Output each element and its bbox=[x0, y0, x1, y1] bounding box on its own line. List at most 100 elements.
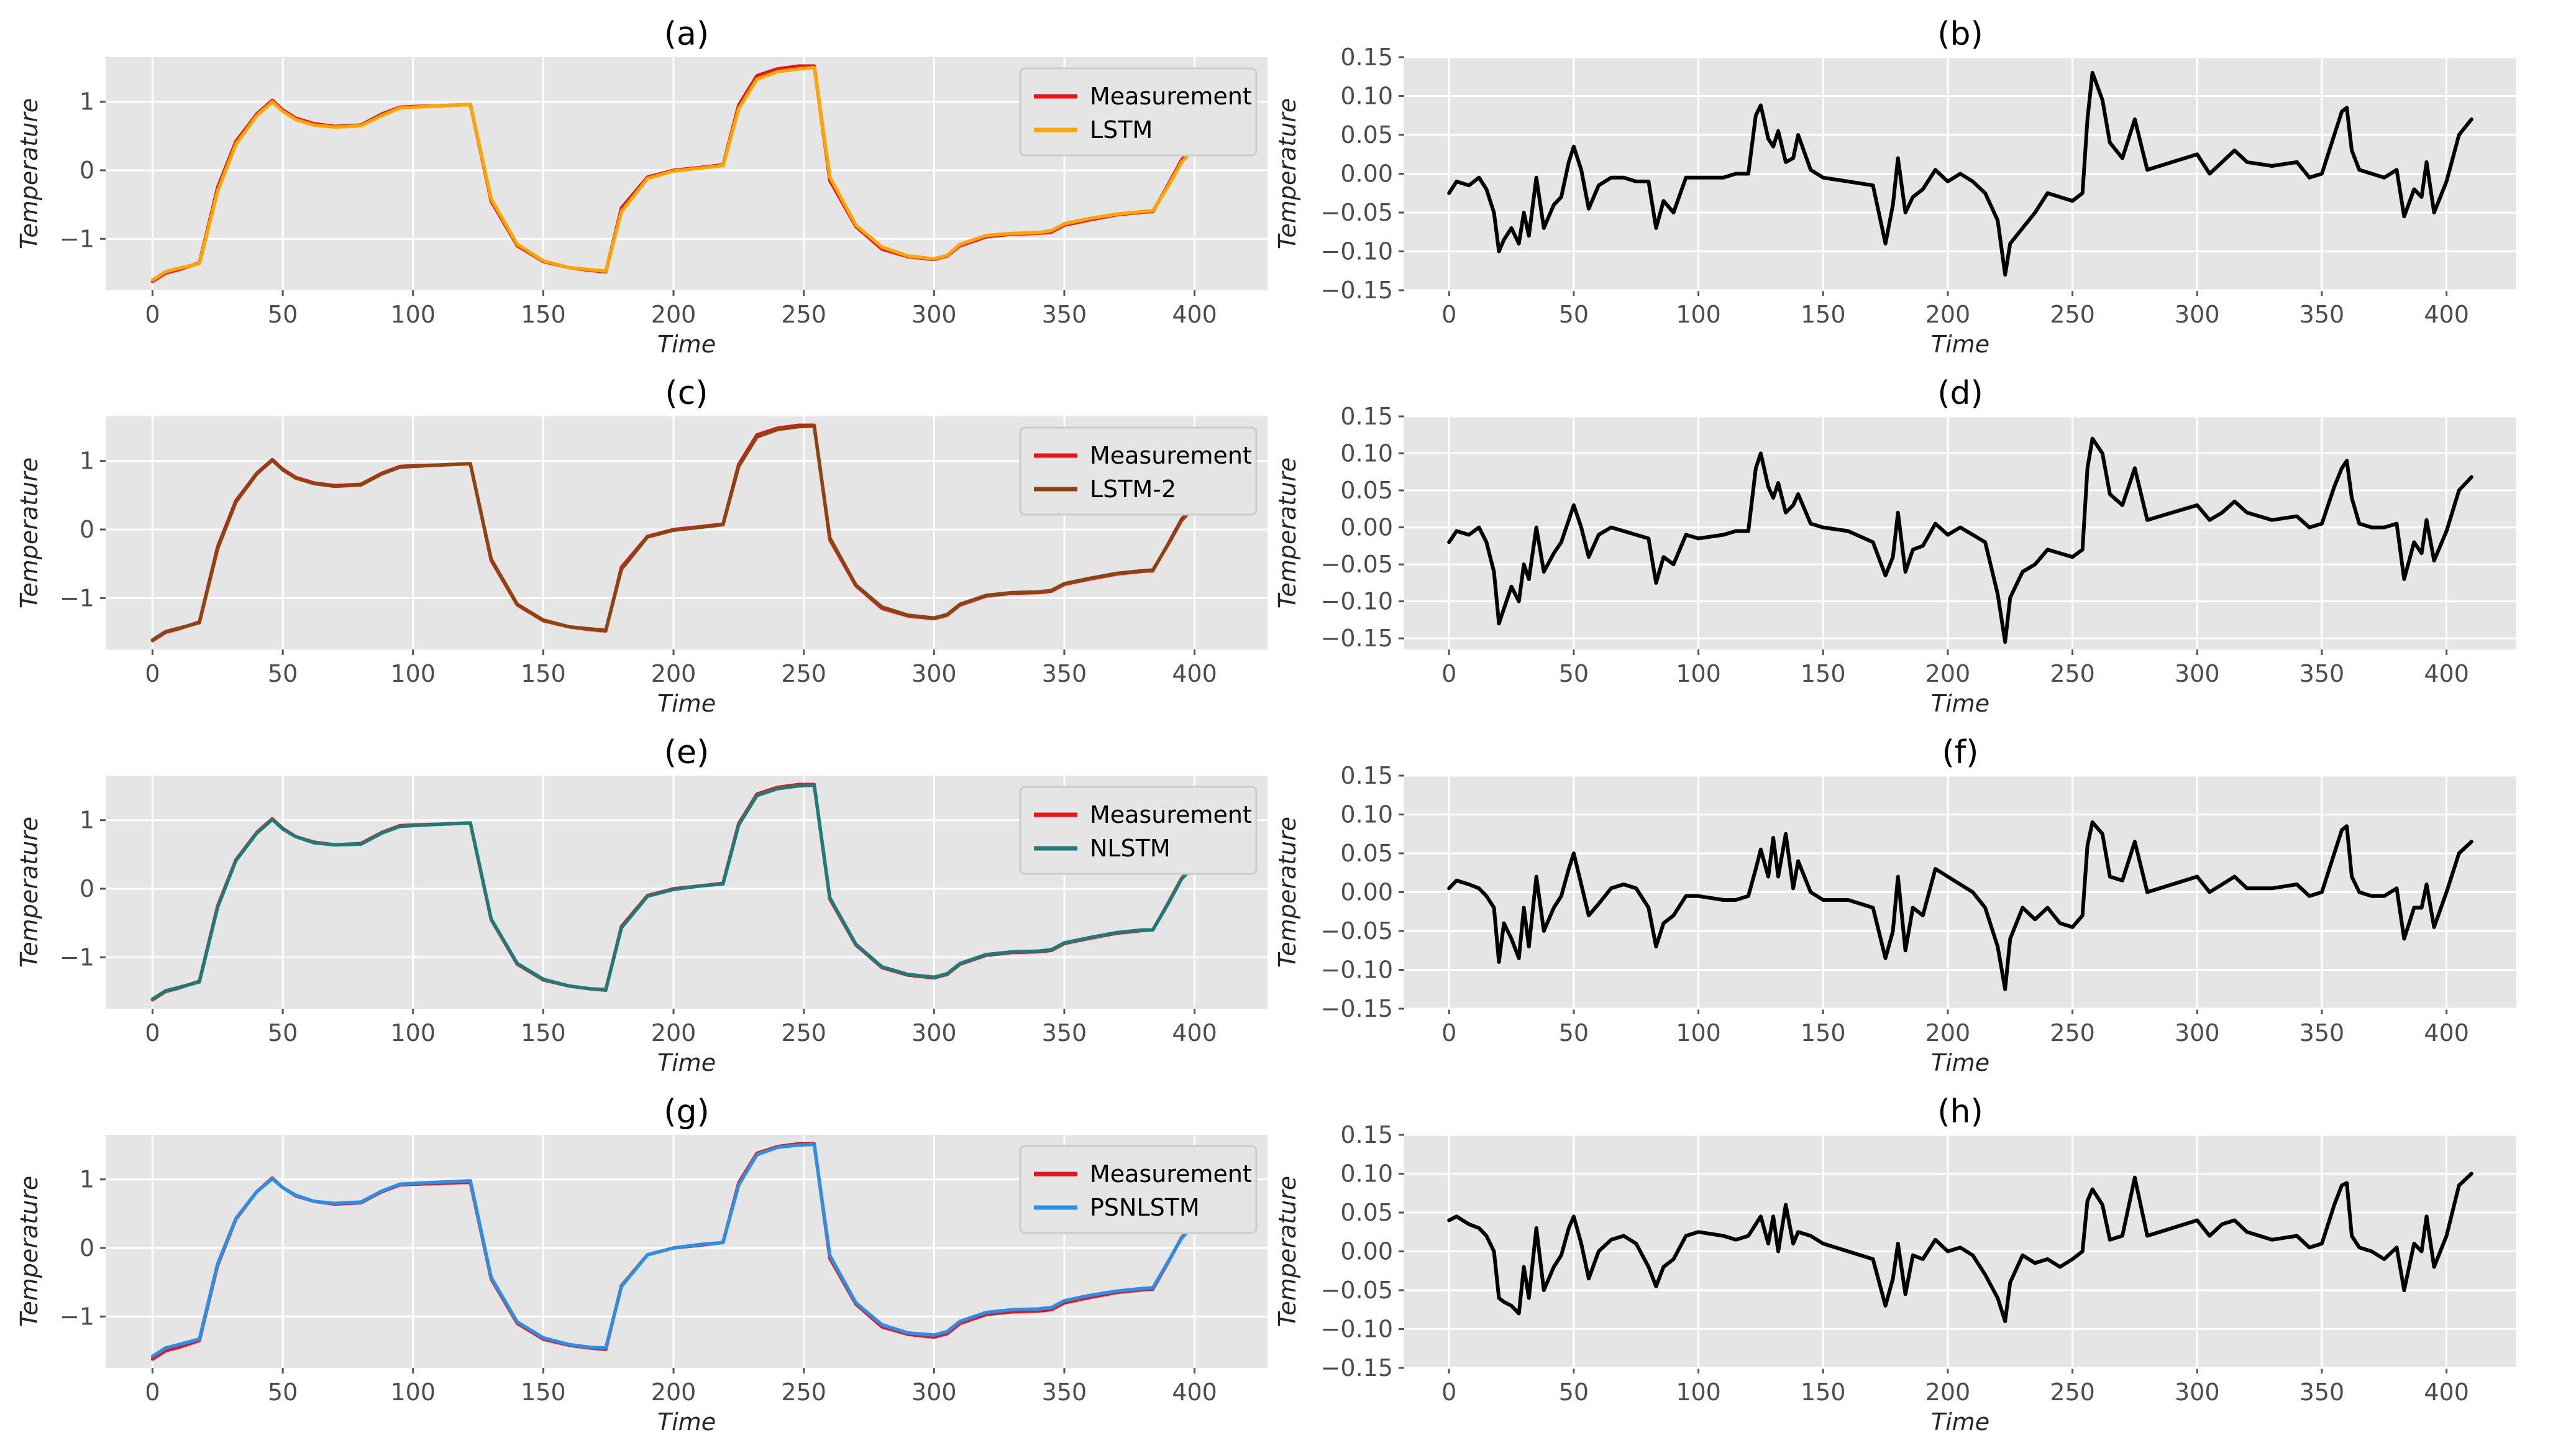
y-tick-label: 0 bbox=[80, 875, 94, 902]
series-line-lstm-2 bbox=[150, 424, 1223, 642]
subplot-title: (c) bbox=[665, 375, 708, 412]
x-tick-label: 200 bbox=[1925, 301, 1971, 328]
series-line-lstm bbox=[150, 65, 1223, 282]
y-tick-label: −0.15 bbox=[1321, 1354, 1393, 1382]
y-tick-label: −1 bbox=[60, 225, 94, 252]
x-tick-label: 400 bbox=[2424, 1019, 2469, 1047]
x-axis-label: Time bbox=[657, 331, 716, 358]
x-tick-label: 100 bbox=[1676, 1019, 1721, 1047]
x-tick-label: 100 bbox=[1676, 301, 1721, 328]
subplot-g: 0 50 100 150 200 250 300 350 400 −1 0 1 (g) Time Tempe… bbox=[16, 1093, 1267, 1436]
x-tick-label: 200 bbox=[651, 1378, 697, 1406]
y-tick-label: 0.00 bbox=[1340, 514, 1393, 541]
y-tick-label: 0.15 bbox=[1340, 762, 1393, 789]
series-line-error bbox=[1447, 71, 2473, 277]
x-tick-label: 150 bbox=[1801, 1019, 1846, 1047]
x-tick-label: 50 bbox=[268, 1019, 298, 1047]
y-tick-label: −1 bbox=[60, 1303, 94, 1330]
legend-label: PSNLSTM bbox=[1090, 1194, 1200, 1221]
x-axis-label: Time bbox=[657, 1049, 716, 1076]
legend-label: NLSTM bbox=[1090, 835, 1171, 862]
y-tick-label: 0.10 bbox=[1340, 83, 1393, 110]
y-axis-label: Temperature bbox=[16, 457, 43, 608]
x-axis-label: Time bbox=[657, 1408, 716, 1436]
x-tick-label: 100 bbox=[390, 1019, 436, 1047]
x-tick-label: 50 bbox=[1559, 1019, 1589, 1047]
subplot-b: 0 50 100 150 200 250 300 350 400 −0.15 −0.10 −0.05 0… bbox=[1274, 16, 2516, 358]
subplot-title: (e) bbox=[664, 734, 710, 771]
x-tick-label: 400 bbox=[1172, 660, 1217, 687]
y-tick-label: 0.05 bbox=[1340, 477, 1393, 504]
legend-box bbox=[1019, 67, 1258, 157]
series-line-error bbox=[1447, 1172, 2473, 1323]
x-tick-label: 400 bbox=[1172, 301, 1217, 328]
y-axis-label: Temperature bbox=[16, 1176, 43, 1327]
x-tick-label: 200 bbox=[1925, 1019, 1971, 1047]
legend-box bbox=[1019, 1145, 1258, 1234]
legend-label: Measurement bbox=[1090, 801, 1252, 828]
x-tick-label: 200 bbox=[1925, 660, 1971, 687]
y-tick-label: −0.05 bbox=[1321, 917, 1393, 945]
x-tick-label: 350 bbox=[1042, 301, 1087, 328]
y-tick-label: 0 bbox=[80, 1234, 94, 1262]
x-tick-label: 250 bbox=[781, 1019, 826, 1047]
x-tick-label: 350 bbox=[1042, 660, 1087, 687]
x-tick-label: 350 bbox=[2300, 1019, 2345, 1047]
x-tick-label: 0 bbox=[1441, 660, 1456, 687]
subplot-a: 0 50 100 150 200 250 300 350 400 −1 0 1 (a) Time Tempe… bbox=[16, 16, 1267, 358]
plot-area bbox=[1404, 416, 2516, 649]
x-tick-label: 200 bbox=[651, 660, 697, 687]
x-tick-label: 400 bbox=[2424, 301, 2469, 328]
x-tick-label: 250 bbox=[2050, 301, 2095, 328]
y-tick-label: 0.05 bbox=[1340, 1199, 1393, 1226]
x-tick-label: 200 bbox=[651, 1019, 697, 1047]
legend: Measurement NLSTM bbox=[1019, 786, 1258, 875]
x-tick-label: 350 bbox=[2300, 1378, 2345, 1406]
x-tick-label: 300 bbox=[2175, 660, 2220, 687]
x-tick-label: 150 bbox=[521, 1378, 566, 1406]
y-tick-label: 1 bbox=[80, 447, 94, 475]
y-tick-label: 1 bbox=[80, 807, 94, 834]
legend-label: Measurement bbox=[1090, 83, 1252, 110]
x-tick-label: 50 bbox=[268, 301, 298, 328]
x-tick-label: 300 bbox=[911, 660, 957, 687]
subplot-d: 0 50 100 150 200 250 300 350 400 −0.15 −0.10 −0.05 0… bbox=[1274, 375, 2516, 717]
series-line-error bbox=[1447, 820, 2473, 991]
y-axis-label: Temperature bbox=[1274, 817, 1301, 968]
x-tick-label: 150 bbox=[1801, 660, 1846, 687]
x-tick-label: 300 bbox=[2175, 1378, 2220, 1406]
x-tick-label: 150 bbox=[521, 301, 566, 328]
x-tick-label: 250 bbox=[2050, 660, 2095, 687]
series-line-nlstm bbox=[150, 783, 1223, 1001]
x-tick-label: 250 bbox=[781, 1378, 826, 1406]
y-tick-label: −0.10 bbox=[1321, 238, 1393, 265]
x-tick-label: 300 bbox=[2175, 301, 2220, 328]
y-tick-label: 1 bbox=[80, 88, 94, 116]
x-tick-label: 150 bbox=[1801, 1378, 1846, 1406]
x-tick-label: 0 bbox=[1441, 1019, 1456, 1047]
x-tick-label: 350 bbox=[1042, 1019, 1087, 1047]
subplot-f: 0 50 100 150 200 250 300 350 400 −0.15 −0.10 −0.05 0… bbox=[1274, 734, 2516, 1076]
x-tick-label: 0 bbox=[1441, 301, 1456, 328]
x-tick-label: 200 bbox=[1925, 1378, 1971, 1406]
legend: Measurement PSNLSTM bbox=[1019, 1145, 1258, 1234]
y-tick-label: 0.10 bbox=[1340, 801, 1393, 828]
subplot-title: (g) bbox=[664, 1093, 710, 1130]
y-tick-label: −0.15 bbox=[1321, 995, 1393, 1022]
y-tick-label: 0.10 bbox=[1340, 440, 1393, 467]
subplot-h: 0 50 100 150 200 250 300 350 400 −0.15 −0.10 −0.05 0… bbox=[1274, 1093, 2516, 1436]
y-tick-label: 0.10 bbox=[1340, 1160, 1393, 1188]
x-tick-label: 250 bbox=[781, 301, 826, 328]
legend-label: LSTM bbox=[1090, 116, 1153, 144]
legend-label: LSTM-2 bbox=[1090, 475, 1176, 503]
x-tick-label: 50 bbox=[268, 1378, 298, 1406]
legend: Measurement LSTM-2 bbox=[1019, 426, 1258, 516]
y-tick-label: −0.10 bbox=[1321, 588, 1393, 615]
subplot-title: (a) bbox=[664, 16, 709, 53]
y-tick-label: 0.00 bbox=[1340, 879, 1393, 906]
x-axis-label: Time bbox=[1931, 690, 1989, 717]
x-tick-label: 300 bbox=[911, 301, 957, 328]
y-axis-label: Temperature bbox=[1274, 1176, 1301, 1327]
subplot-title: (b) bbox=[1937, 16, 1983, 53]
